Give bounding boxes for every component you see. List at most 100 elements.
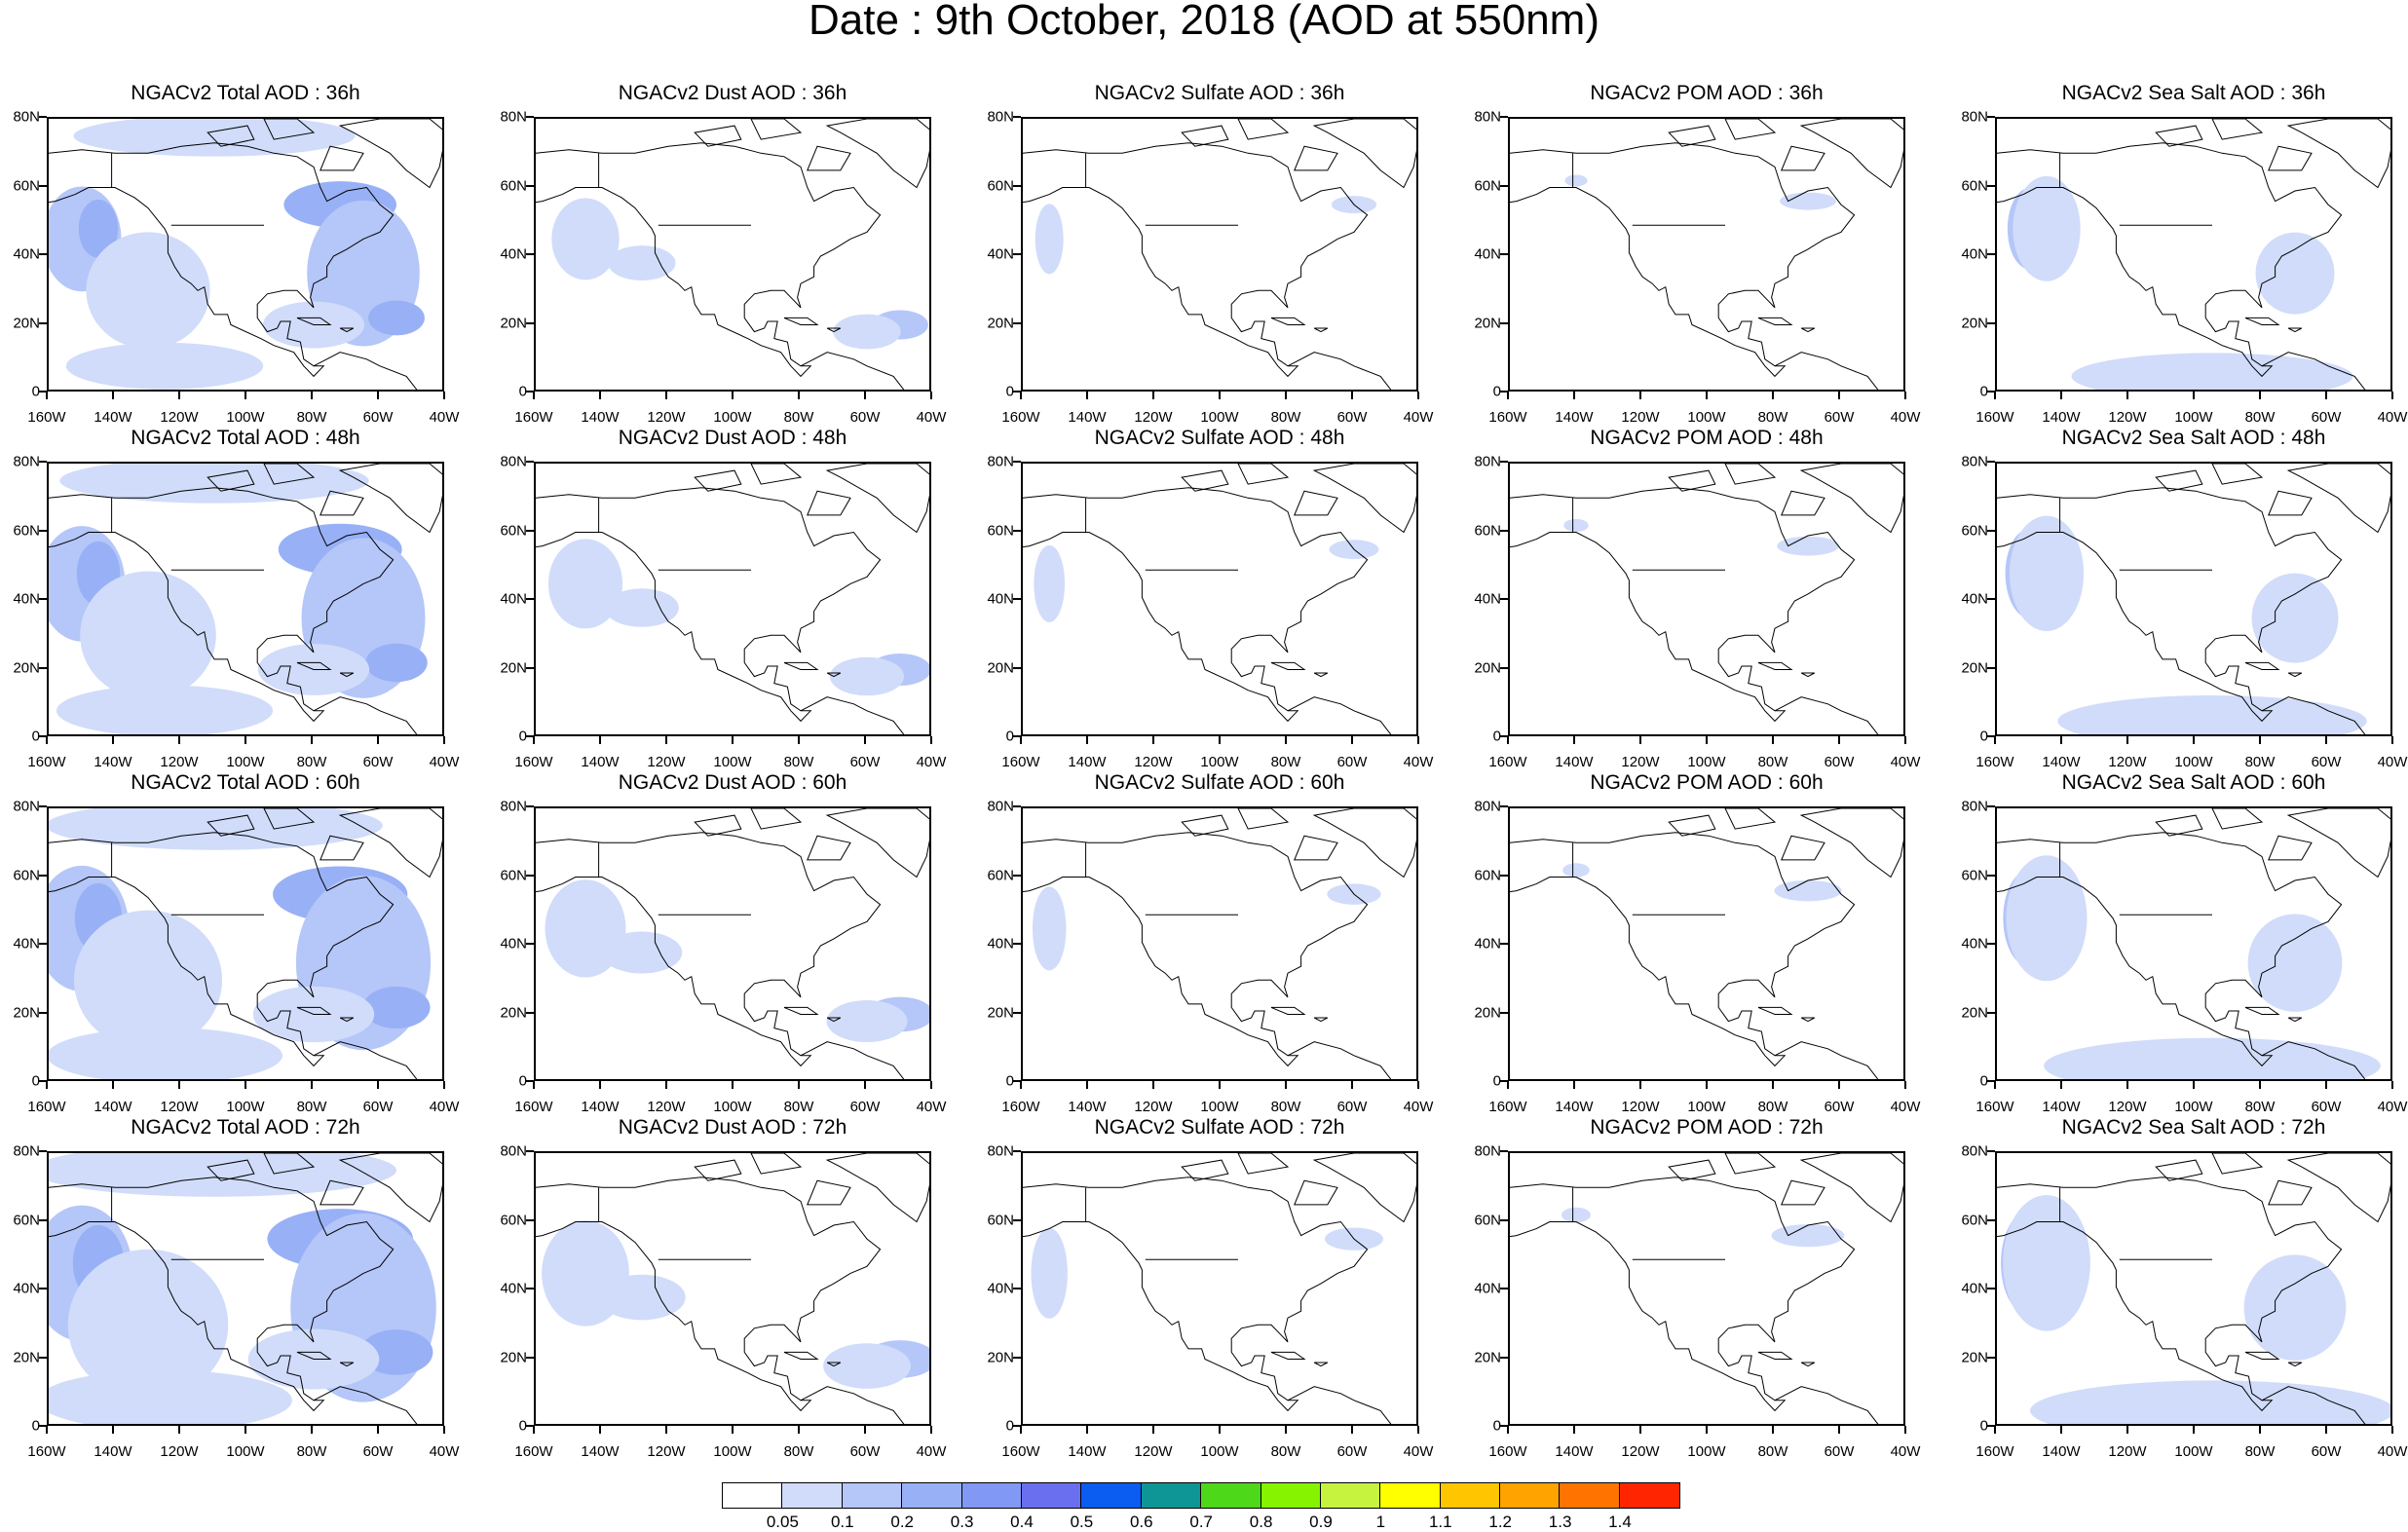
x-tick-mark — [1772, 1426, 1774, 1434]
map-panel: NGACv2 Sea Salt AOD : 60h 80N 60N 40N 20N 0 16… — [1961, 771, 2407, 1115]
aod-region — [2255, 232, 2335, 315]
y-tick-label: 60N — [1961, 867, 1988, 883]
x-tick-mark — [798, 392, 800, 399]
x-tick-label: 120W — [647, 754, 686, 770]
x-tick-label: 160W — [514, 754, 553, 770]
coastline-island — [2211, 808, 2264, 830]
coastline-island — [826, 1362, 842, 1367]
coastline-island — [750, 808, 803, 830]
x-tick-mark — [732, 736, 734, 744]
y-tick-label: 40N — [13, 245, 40, 263]
y-tick-mark — [1500, 1080, 1508, 1082]
y-tick-mark — [1013, 461, 1021, 463]
x-tick-mark — [864, 1426, 866, 1434]
x-tick-label: 120W — [2108, 1443, 2147, 1460]
map-panel: NGACv2 Sea Salt AOD : 48h 80N 60N 40N 20N 0 16… — [1961, 427, 2407, 770]
map-panel: NGACv2 Sulfate AOD : 48h 80N 60N 40N 20N 0 160… — [987, 427, 1433, 770]
coastline-island — [1724, 464, 1777, 485]
x-tick-mark — [1285, 392, 1287, 399]
colorbar-swatch — [1081, 1483, 1142, 1508]
x-tick-mark — [112, 392, 114, 399]
map-plot — [1508, 462, 1905, 736]
x-tick-label: 140W — [581, 754, 620, 770]
x-tick-mark — [1351, 1081, 1353, 1089]
x-tick-label: 140W — [2042, 409, 2081, 426]
x-tick-label: 100W — [1200, 409, 1239, 426]
x-tick-label: 140W — [1555, 1443, 1594, 1460]
y-tick-label: 20N — [987, 1004, 1014, 1021]
x-tick-mark — [665, 736, 667, 744]
x-tick-mark — [311, 1081, 313, 1089]
coastline-greenland — [1799, 119, 1903, 189]
y-tick-label: 20N — [13, 1349, 40, 1365]
coastline-island — [750, 119, 803, 140]
x-tick-label: 140W — [2042, 1443, 2081, 1460]
y-tick-mark — [526, 184, 534, 187]
y-tick-mark — [1013, 805, 1021, 807]
y-tick-mark — [1500, 874, 1508, 877]
coastline-greenland — [1799, 1153, 1903, 1223]
y-tick-mark — [526, 598, 534, 600]
aod-region — [1034, 544, 1066, 622]
y-tick-mark — [1987, 321, 1995, 324]
coastline-greenland — [2286, 464, 2390, 534]
panel-title: NGACv2 Total AOD : 72h — [131, 1116, 360, 1139]
y-tick-mark — [1987, 253, 1995, 255]
map-plot — [534, 117, 931, 392]
x-tick-mark — [245, 1081, 246, 1089]
aod-region — [597, 1274, 686, 1321]
y-tick-mark — [1987, 529, 1995, 532]
y-tick-label: 60N — [500, 867, 527, 883]
y-tick-label: 20N — [500, 659, 527, 676]
x-tick-label: 120W — [1621, 409, 1660, 426]
x-tick-label: 100W — [1200, 1099, 1239, 1115]
x-tick-mark — [1020, 1081, 1022, 1089]
coastline-island — [1237, 464, 1290, 485]
x-tick-mark — [864, 736, 866, 744]
coastline-north-america — [49, 487, 395, 723]
aod-region — [368, 300, 425, 336]
x-tick-label: 140W — [581, 1443, 620, 1460]
map-svg — [49, 464, 442, 734]
aod-region — [833, 314, 901, 350]
y-tick-mark — [1987, 805, 1995, 807]
aod-region — [829, 656, 905, 696]
x-tick-label: 160W — [27, 409, 66, 426]
coastline-island — [320, 1179, 364, 1206]
x-tick-mark — [377, 1426, 379, 1434]
x-tick-label: 140W — [94, 409, 132, 426]
x-tick-label: 160W — [1975, 409, 2014, 426]
aod-region — [86, 232, 210, 350]
x-tick-mark — [1838, 1426, 1840, 1434]
coastline-island — [1757, 317, 1793, 325]
x-tick-label: 160W — [1488, 409, 1527, 426]
y-tick-mark — [1987, 461, 1995, 463]
colorbar-swatch — [1560, 1483, 1620, 1508]
coastline-island — [694, 469, 742, 492]
y-tick-mark — [1013, 598, 1021, 600]
y-tick-label: 20N — [1961, 315, 1988, 331]
y-tick-label: 40N — [1474, 245, 1501, 263]
x-tick-label: 40W — [1890, 1099, 1921, 1115]
coastline-south-america — [2261, 1386, 2366, 1424]
coastline-south-america — [313, 1041, 418, 1079]
aod-region — [601, 931, 683, 974]
coastline-island — [1294, 1179, 1338, 1206]
y-tick-label: 80N — [13, 798, 40, 815]
y-tick-mark — [39, 1011, 47, 1014]
x-tick-label: 100W — [2174, 1099, 2213, 1115]
coastline-greenland — [825, 464, 929, 534]
aod-region — [2057, 695, 2367, 734]
x-tick-label: 60W — [2311, 1099, 2342, 1115]
x-tick-label: 60W — [1824, 1099, 1855, 1115]
map-panel: NGACv2 POM AOD : 36h 80N 60N 40N 20N 0 160W 140… — [1474, 82, 1920, 426]
y-tick-mark — [1013, 391, 1021, 392]
coastline-south-america — [1287, 352, 1392, 390]
y-tick-mark — [39, 253, 47, 255]
y-tick-label: 80N — [500, 453, 527, 470]
coastline-island — [2244, 1006, 2280, 1015]
y-tick-label: 80N — [987, 453, 1014, 470]
x-tick-label: 140W — [1068, 754, 1107, 770]
x-tick-label: 100W — [1687, 1099, 1726, 1115]
map-plot — [1021, 117, 1418, 392]
